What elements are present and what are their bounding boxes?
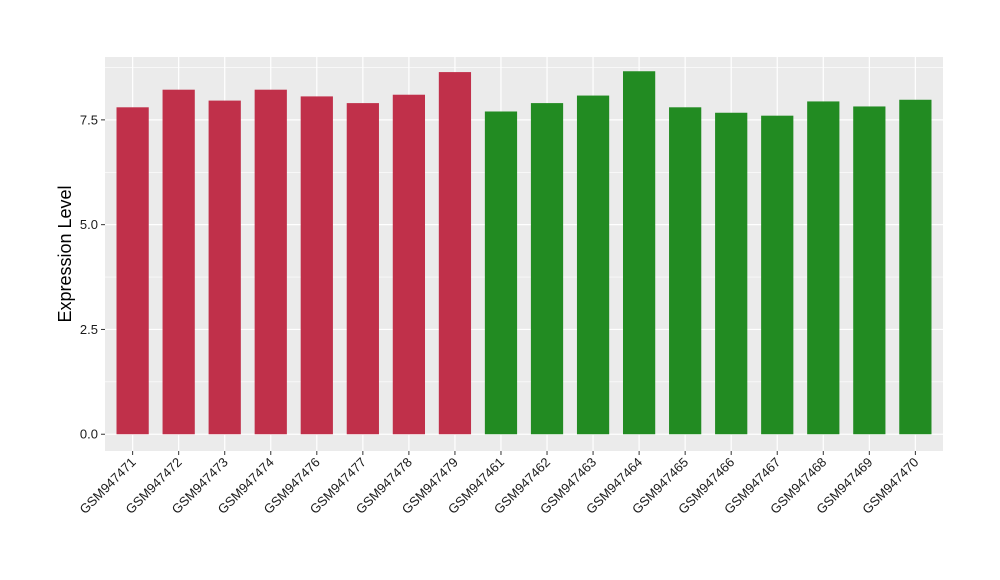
y-tick-label: 0.0 (80, 427, 98, 442)
y-tick-label: 2.5 (80, 322, 98, 337)
y-tick-label: 5.0 (80, 217, 98, 232)
bar-GSM947465 (669, 107, 702, 435)
bar-GSM947473 (208, 100, 241, 435)
y-axis: 0.0 2.5 5.0 7.5 (80, 112, 105, 442)
bar-GSM947470 (899, 99, 932, 435)
bar-GSM947478 (392, 94, 426, 435)
bar-GSM947469 (853, 106, 886, 435)
bar-GSM947462 (530, 103, 564, 435)
plot-panel (105, 57, 943, 451)
bar-GSM947472 (162, 89, 195, 435)
bar-GSM947476 (300, 96, 333, 435)
bar-GSM947461 (484, 111, 518, 435)
bar-GSM947464 (622, 71, 656, 435)
minor-gridlines (105, 67, 943, 383)
y-axis-title: Expression Level (55, 185, 75, 322)
bar-GSM947471 (116, 107, 149, 435)
x-axis: GSM947471GSM947472GSM947473GSM947474GSM9… (77, 451, 921, 517)
bar-GSM947463 (576, 95, 610, 435)
bar-GSM947474 (254, 89, 287, 435)
bar-GSM947479 (438, 72, 472, 435)
bar-GSM947477 (346, 103, 379, 435)
y-tick-label: 7.5 (80, 112, 98, 127)
bar-GSM947467 (761, 115, 794, 435)
bar-GSM947466 (715, 112, 748, 435)
bars (116, 71, 932, 435)
bar-GSM947468 (807, 101, 840, 435)
